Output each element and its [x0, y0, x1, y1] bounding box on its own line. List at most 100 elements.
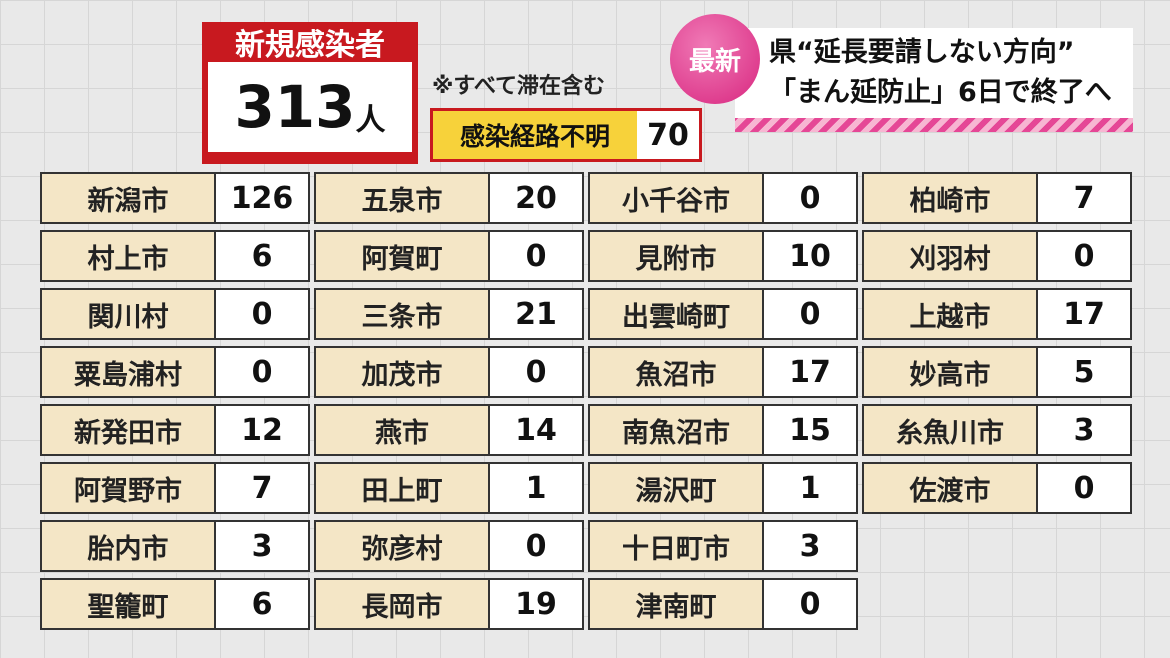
municipality-name: 胎内市: [42, 522, 216, 570]
headline-inner: 県“延長要請しない方向” 「まん延防止」6日で終了へ: [735, 28, 1133, 118]
municipality-cell: 村上市 6: [40, 230, 310, 282]
municipality-cell: 上越市 17: [862, 288, 1132, 340]
municipality-cell: 長岡市 19: [314, 578, 584, 630]
municipality-name: 三条市: [316, 290, 490, 338]
municipality-cell: 粟島浦村 0: [40, 346, 310, 398]
case-count: 7: [216, 464, 308, 512]
case-count: 0: [764, 290, 856, 338]
municipality-cell: 田上町 1: [314, 462, 584, 514]
municipality-cell: 津南町 0: [588, 578, 858, 630]
municipality-name: 南魚沼市: [590, 406, 764, 454]
municipality-name: 長岡市: [316, 580, 490, 628]
municipality-cell: 燕市 14: [314, 404, 584, 456]
total-title: 新規感染者: [235, 28, 385, 63]
headline-box: 県“延長要請しない方向” 「まん延防止」6日で終了へ: [735, 28, 1133, 132]
municipality-cell: 南魚沼市 15: [588, 404, 858, 456]
case-count: 7: [1038, 174, 1130, 222]
headline-line: 「まん延防止」6日で終了へ: [769, 77, 1112, 108]
municipality-cell: 胎内市 3: [40, 520, 310, 572]
municipality-cell: 関川村 0: [40, 288, 310, 340]
municipality-cell: 小千谷市 0: [588, 172, 858, 224]
case-count: 12: [216, 406, 308, 454]
total-unit: 人: [355, 103, 386, 138]
municipality-name: 湯沢町: [590, 464, 764, 512]
municipality-cell: 妙高市 5: [862, 346, 1132, 398]
municipality-cell: 新発田市 12: [40, 404, 310, 456]
municipality-name: 十日町市: [590, 522, 764, 570]
total-count: 313: [234, 73, 356, 141]
municipality-name: 田上町: [316, 464, 490, 512]
municipality-cell: 刈羽村 0: [862, 230, 1132, 282]
case-count: 3: [216, 522, 308, 570]
total-body: 313 人: [208, 62, 412, 152]
municipality-cell: 湯沢町 1: [588, 462, 858, 514]
case-count: 21: [490, 290, 582, 338]
municipality-cell: 新潟市 126: [40, 172, 310, 224]
municipality-name: 糸魚川市: [864, 406, 1038, 454]
case-count: 6: [216, 580, 308, 628]
case-count: 0: [764, 580, 856, 628]
municipality-cell: 糸魚川市 3: [862, 404, 1132, 456]
case-count: 5: [1038, 348, 1130, 396]
case-count: 0: [490, 232, 582, 280]
case-count: 20: [490, 174, 582, 222]
municipality-cell: 見附市 10: [588, 230, 858, 282]
municipality-cell: 十日町市 3: [588, 520, 858, 572]
municipality-name: 佐渡市: [864, 464, 1038, 512]
unknown-label: 感染経路不明: [433, 111, 637, 159]
municipality-name: 村上市: [42, 232, 216, 280]
case-count: 3: [764, 522, 856, 570]
municipality-name: 阿賀町: [316, 232, 490, 280]
municipality-name: 弥彦村: [316, 522, 490, 570]
case-count: 15: [764, 406, 856, 454]
case-count: 17: [764, 348, 856, 396]
municipality-cell: 五泉市 20: [314, 172, 584, 224]
municipality-name: 新潟市: [42, 174, 216, 222]
municipality-name: 燕市: [316, 406, 490, 454]
municipality-cell: 魚沼市 17: [588, 346, 858, 398]
municipality-name: 妙高市: [864, 348, 1038, 396]
municipality-cell: 加茂市 0: [314, 346, 584, 398]
note: ※すべて滞在含む: [432, 74, 605, 99]
municipality-cell: 阿賀町 0: [314, 230, 584, 282]
case-count: 17: [1038, 290, 1130, 338]
case-count: 14: [490, 406, 582, 454]
case-count: 0: [1038, 464, 1130, 512]
municipality-name: 見附市: [590, 232, 764, 280]
case-count: 0: [216, 348, 308, 396]
municipality-name: 魚沼市: [590, 348, 764, 396]
case-count: 1: [764, 464, 856, 512]
municipality-cell: 柏崎市 7: [862, 172, 1132, 224]
municipality-cell: 出雲崎町 0: [588, 288, 858, 340]
municipality-name: 阿賀野市: [42, 464, 216, 512]
municipality-cell: 三条市 21: [314, 288, 584, 340]
case-count: 0: [490, 522, 582, 570]
case-count: 0: [216, 290, 308, 338]
municipality-name: 新発田市: [42, 406, 216, 454]
municipality-name: 柏崎市: [864, 174, 1038, 222]
municipality-name: 出雲崎町: [590, 290, 764, 338]
badge: 最新: [670, 14, 760, 104]
municipality-name: 刈羽村: [864, 232, 1038, 280]
municipality-name: 関川村: [42, 290, 216, 338]
municipality-name: 小千谷市: [590, 174, 764, 222]
municipality-cell: 弥彦村 0: [314, 520, 584, 572]
case-count: 126: [216, 174, 308, 222]
municipality-name: 上越市: [864, 290, 1038, 338]
case-count: 10: [764, 232, 856, 280]
case-count: 19: [490, 580, 582, 628]
municipality-name: 加茂市: [316, 348, 490, 396]
municipality-name: 津南町: [590, 580, 764, 628]
case-count: 6: [216, 232, 308, 280]
case-count: 0: [490, 348, 582, 396]
total-box: 新規感染者 313 人: [202, 22, 418, 164]
case-count: 3: [1038, 406, 1130, 454]
municipality-cell: 阿賀野市 7: [40, 462, 310, 514]
municipality-name: 聖籠町: [42, 580, 216, 628]
municipality-cell: 聖籠町 6: [40, 578, 310, 630]
case-count: 1: [490, 464, 582, 512]
headline-line: 県“延長要請しない方向”: [769, 37, 1075, 68]
municipality-cell: 佐渡市 0: [862, 462, 1132, 514]
municipality-name: 五泉市: [316, 174, 490, 222]
unknown-value: 70: [637, 111, 699, 159]
